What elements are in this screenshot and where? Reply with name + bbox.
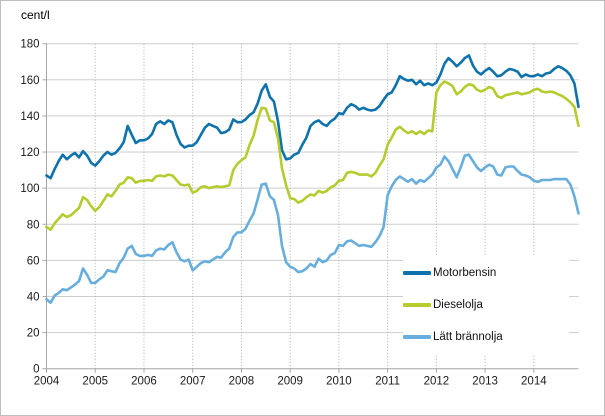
x-tick-label-2008: 2008 bbox=[229, 376, 255, 388]
x-tick-label-2005: 2005 bbox=[82, 376, 108, 388]
legend-label-motorbensin: Motorbensin bbox=[433, 267, 497, 279]
legend-label-latt-brannolja: Lätt brännolja bbox=[433, 331, 503, 343]
y-axis-unit-label: cent/l bbox=[21, 8, 50, 22]
x-tick-label-2007: 2007 bbox=[180, 376, 206, 388]
x-tick-label-2014: 2014 bbox=[521, 376, 547, 388]
x-tick-label-2013: 2013 bbox=[472, 376, 498, 388]
y-tick-label-140: 140 bbox=[20, 111, 39, 123]
dieselolja-line-swatch bbox=[403, 303, 431, 307]
series-line-l-tt-br-nnolja bbox=[45, 153, 580, 305]
latt-brannolja-line-swatch bbox=[403, 335, 431, 339]
x-tick-label-2012: 2012 bbox=[424, 376, 450, 388]
series-line-motorbensin bbox=[45, 54, 580, 180]
y-tick-label-80: 80 bbox=[27, 219, 40, 231]
legend-label-dieselolja: Dieselolja bbox=[433, 299, 483, 311]
y-tick-label-160: 160 bbox=[20, 75, 39, 87]
x-tick-label-2004: 2004 bbox=[34, 376, 60, 388]
y-tick-label-0: 0 bbox=[33, 364, 39, 376]
x-tick-label-2009: 2009 bbox=[277, 376, 303, 388]
y-tick-label-20: 20 bbox=[27, 328, 40, 340]
y-tick-label-40: 40 bbox=[27, 291, 40, 303]
legend-item-latt-brannolja: Lätt brännolja bbox=[403, 324, 569, 350]
x-tick-label-2010: 2010 bbox=[326, 376, 352, 388]
y-tick-label-100: 100 bbox=[20, 183, 39, 195]
legend-item-dieselolja: Dieselolja bbox=[403, 292, 569, 318]
chart-legend: Motorbensin Dieselolja Lätt brännolja bbox=[403, 255, 569, 355]
x-tick-label-2011: 2011 bbox=[375, 376, 400, 388]
y-tick-label-60: 60 bbox=[27, 255, 40, 267]
motorbensin-line-swatch bbox=[403, 271, 431, 275]
legend-item-motorbensin: Motorbensin bbox=[403, 260, 569, 286]
series-line-dieselolja bbox=[45, 80, 580, 231]
x-tick-label-2006: 2006 bbox=[131, 376, 157, 388]
y-tick-label-120: 120 bbox=[20, 147, 39, 159]
y-tick-label-180: 180 bbox=[20, 39, 39, 51]
